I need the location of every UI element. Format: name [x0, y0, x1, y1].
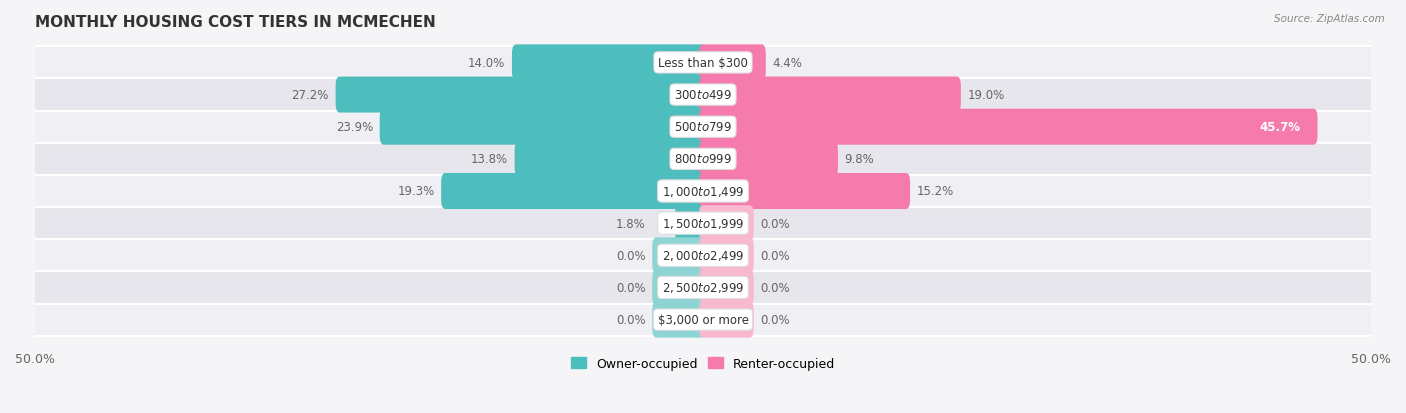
FancyBboxPatch shape — [699, 77, 960, 113]
Text: 0.0%: 0.0% — [761, 281, 790, 294]
Text: 15.2%: 15.2% — [917, 185, 955, 198]
FancyBboxPatch shape — [699, 45, 766, 81]
Legend: Owner-occupied, Renter-occupied: Owner-occupied, Renter-occupied — [567, 352, 839, 375]
FancyBboxPatch shape — [675, 206, 707, 242]
Text: 14.0%: 14.0% — [468, 57, 505, 70]
Text: 0.0%: 0.0% — [616, 313, 645, 326]
FancyBboxPatch shape — [652, 238, 707, 274]
Text: 23.9%: 23.9% — [336, 121, 373, 134]
FancyBboxPatch shape — [699, 238, 754, 274]
Bar — [35, 272, 1371, 304]
Text: 19.3%: 19.3% — [398, 185, 434, 198]
FancyBboxPatch shape — [699, 302, 754, 338]
Text: 13.8%: 13.8% — [471, 153, 508, 166]
Text: $3,000 or more: $3,000 or more — [658, 313, 748, 326]
Text: 4.4%: 4.4% — [772, 57, 803, 70]
Text: 19.0%: 19.0% — [967, 89, 1005, 102]
Bar — [35, 47, 1371, 79]
Text: 0.0%: 0.0% — [761, 249, 790, 262]
Text: $300 to $499: $300 to $499 — [673, 89, 733, 102]
FancyBboxPatch shape — [652, 302, 707, 338]
Text: $2,000 to $2,499: $2,000 to $2,499 — [662, 249, 744, 263]
Text: 45.7%: 45.7% — [1260, 121, 1301, 134]
Bar — [35, 79, 1371, 112]
Text: 1.8%: 1.8% — [616, 217, 645, 230]
Text: 27.2%: 27.2% — [291, 89, 329, 102]
Text: 0.0%: 0.0% — [761, 217, 790, 230]
FancyBboxPatch shape — [699, 109, 1317, 145]
FancyBboxPatch shape — [699, 206, 754, 242]
FancyBboxPatch shape — [380, 109, 707, 145]
FancyBboxPatch shape — [441, 173, 707, 209]
FancyBboxPatch shape — [512, 45, 707, 81]
FancyBboxPatch shape — [515, 142, 707, 178]
FancyBboxPatch shape — [699, 173, 910, 209]
FancyBboxPatch shape — [336, 77, 707, 113]
Text: $2,500 to $2,999: $2,500 to $2,999 — [662, 281, 744, 295]
Text: Source: ZipAtlas.com: Source: ZipAtlas.com — [1274, 14, 1385, 24]
FancyBboxPatch shape — [652, 270, 707, 306]
FancyBboxPatch shape — [699, 270, 754, 306]
Text: $1,000 to $1,499: $1,000 to $1,499 — [662, 185, 744, 199]
Text: $500 to $799: $500 to $799 — [673, 121, 733, 134]
Bar — [35, 240, 1371, 272]
Text: 0.0%: 0.0% — [616, 249, 645, 262]
Text: MONTHLY HOUSING COST TIERS IN MCMECHEN: MONTHLY HOUSING COST TIERS IN MCMECHEN — [35, 15, 436, 30]
Bar — [35, 208, 1371, 240]
Text: $800 to $999: $800 to $999 — [673, 153, 733, 166]
Text: $1,500 to $1,999: $1,500 to $1,999 — [662, 217, 744, 230]
Bar — [35, 304, 1371, 336]
Text: Less than $300: Less than $300 — [658, 57, 748, 70]
Text: 9.8%: 9.8% — [845, 153, 875, 166]
Bar — [35, 112, 1371, 143]
Text: 0.0%: 0.0% — [761, 313, 790, 326]
Bar — [35, 176, 1371, 208]
Text: 0.0%: 0.0% — [616, 281, 645, 294]
Bar — [35, 143, 1371, 176]
FancyBboxPatch shape — [699, 142, 838, 178]
